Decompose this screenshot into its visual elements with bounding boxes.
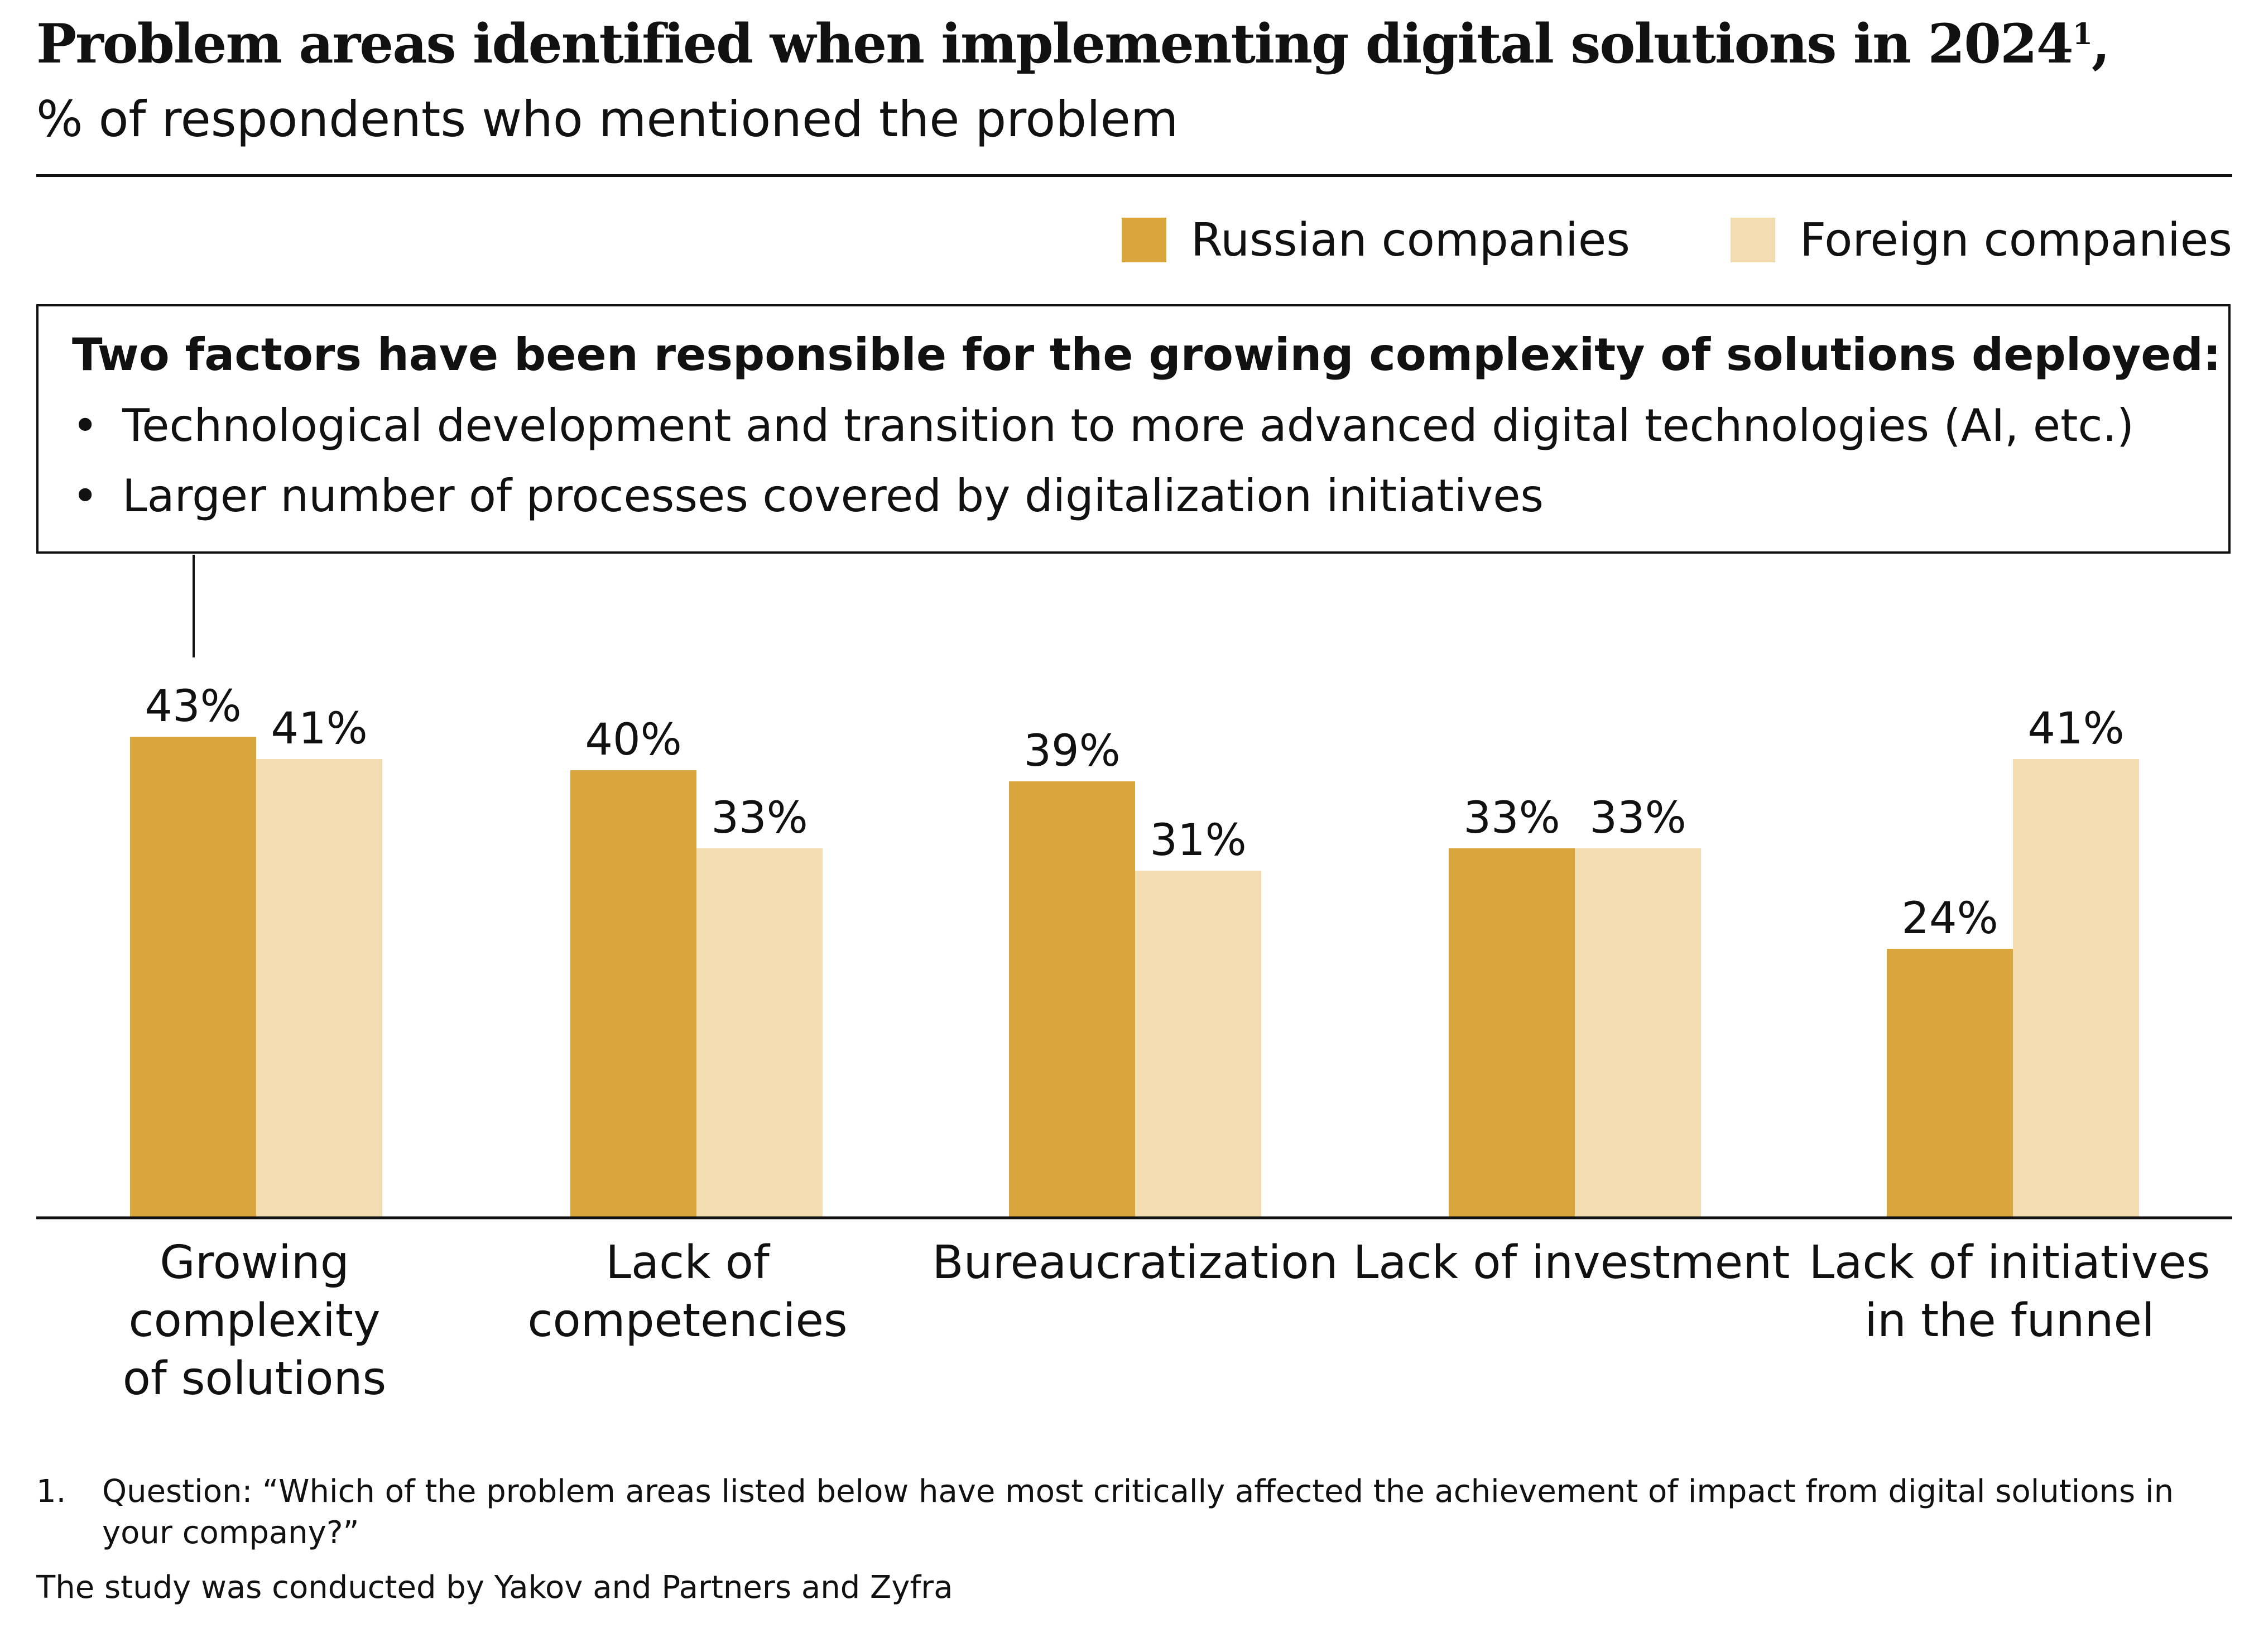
legend-swatch-russian bbox=[1121, 218, 1166, 262]
callout-bullet-text: Larger number of processes covered by di… bbox=[122, 470, 1544, 522]
category-label: Growing bbox=[160, 1236, 349, 1289]
data-label: 33% bbox=[1463, 793, 1560, 843]
legend-item-foreign: Foreign companies bbox=[1731, 214, 2232, 267]
category-label: competencies bbox=[527, 1294, 847, 1347]
data-label: 31% bbox=[1150, 815, 1246, 866]
bar-russian bbox=[570, 770, 696, 1217]
chart-subtitle: % of respondents who mentioned the probl… bbox=[36, 90, 1179, 148]
category-label: Lack of bbox=[605, 1236, 771, 1289]
bar-russian bbox=[130, 737, 256, 1217]
bar-foreign bbox=[256, 759, 382, 1217]
bar-foreign bbox=[2013, 759, 2139, 1217]
bullet-icon: • bbox=[72, 470, 99, 522]
bar-foreign bbox=[1575, 848, 1701, 1217]
bar-russian bbox=[1887, 949, 2013, 1217]
data-label: 33% bbox=[711, 793, 808, 843]
data-label: 41% bbox=[2027, 704, 2124, 754]
category-label: Bureaucratization bbox=[932, 1236, 1338, 1289]
bar-russian bbox=[1009, 781, 1135, 1217]
callout-box: Two factors have been responsible for th… bbox=[36, 304, 2231, 554]
legend-label-russian: Russian companies bbox=[1190, 213, 1630, 267]
data-label: 43% bbox=[145, 681, 241, 732]
bullet-icon: • bbox=[72, 400, 99, 452]
callout-bullet-text: Technological development and transition… bbox=[122, 400, 2135, 452]
title-suffix: , bbox=[2091, 12, 2110, 75]
footnote-text: Question: “Which of the problem areas li… bbox=[102, 1473, 2174, 1551]
legend-item-russian: Russian companies bbox=[1121, 213, 1630, 267]
title-divider bbox=[36, 174, 2232, 177]
legend-swatch-foreign bbox=[1731, 218, 1775, 262]
footnote: 1. Question: “Which of the problem areas… bbox=[36, 1471, 2224, 1554]
category-label: Lack of initiatives bbox=[1809, 1236, 2210, 1289]
legend-label-foreign: Foreign companies bbox=[1800, 213, 2232, 267]
category-label: in the funnel bbox=[1864, 1294, 2154, 1347]
data-label: 24% bbox=[1901, 894, 1998, 944]
chart-title: Problem areas identified when implementi… bbox=[36, 12, 2110, 75]
callout-heading: Two factors have been responsible for th… bbox=[72, 329, 2221, 381]
bar-russian bbox=[1449, 848, 1575, 1217]
legend: Russian companies Foreign companies bbox=[1121, 212, 2232, 268]
data-label: 39% bbox=[1023, 726, 1120, 776]
callout-bullet: • Larger number of processes covered by d… bbox=[72, 461, 2195, 531]
bar-foreign bbox=[696, 848, 823, 1217]
category-label: of solutions bbox=[123, 1352, 387, 1405]
data-label: 33% bbox=[1589, 793, 1686, 843]
source-note: The study was conducted by Yakov and Par… bbox=[36, 1569, 953, 1606]
category-label: Lack of investment bbox=[1353, 1236, 1790, 1289]
bar-foreign bbox=[1135, 871, 1261, 1217]
footnote-number: 1. bbox=[36, 1473, 66, 1510]
chart-title-text: Problem areas identified when implementi… bbox=[36, 12, 2074, 75]
data-label: 40% bbox=[585, 715, 681, 765]
title-footnote-ref: 1 bbox=[2072, 17, 2093, 51]
data-label: 41% bbox=[271, 704, 367, 754]
callout-bullet: • Technological development and transitio… bbox=[72, 391, 2195, 461]
category-label: complexity bbox=[129, 1294, 381, 1347]
callout-bullet-list: • Technological development and transitio… bbox=[72, 391, 2195, 531]
